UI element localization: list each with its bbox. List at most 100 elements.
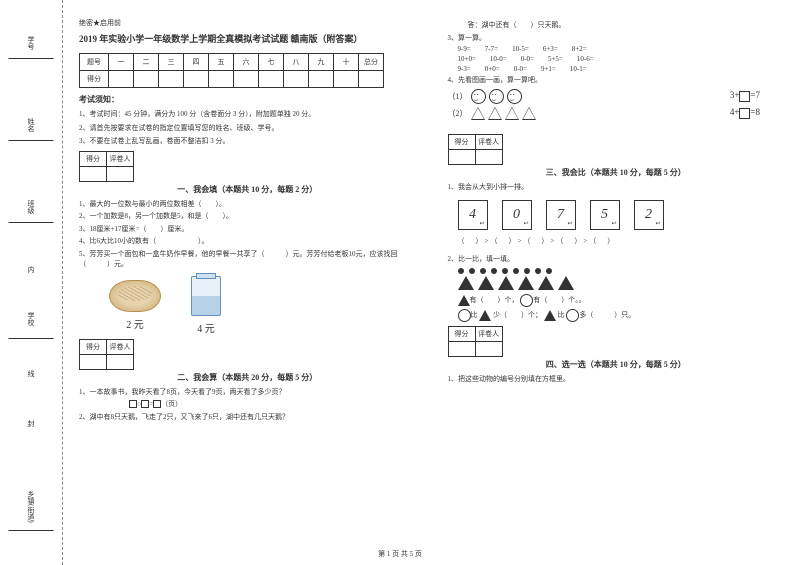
q1-5: 5、芳芳买一个面包和一盒牛奶作早餐，他的早餐一共享了（ ）元。芳芳付给老板10元… (79, 249, 416, 270)
q1-2: 2、一个加数是8，另一个加数是5，和是（ ）。 (79, 211, 416, 222)
grader-cell: 得分 (448, 134, 475, 149)
score-table: 题号 一 二 三 四 五 六 七 八 九 十 总分 得分 (79, 53, 384, 88)
grader-table: 得分评卷人 (79, 151, 134, 182)
arith-row: 9-3= 0+0= 0-0= 9+1= 10-1= (448, 65, 785, 73)
score-cell: 七 (259, 54, 284, 71)
num-box: 4↩ (458, 200, 488, 230)
secret-label: 绝密★启用前 (79, 18, 416, 28)
arith-row: 9-9= 7-7= 10-5= 6+3= 8+2= (448, 45, 785, 53)
circle-icon (520, 294, 533, 307)
grader-cell: 评卷人 (107, 151, 134, 166)
triangle-icon (522, 107, 536, 120)
num-box-row: 4↩ 0↩ 7↩ 5↩ 2↩ (458, 200, 785, 230)
binding-label-id: 学号 (26, 36, 36, 50)
smiley-icon (489, 89, 504, 104)
grader-table: 得分评卷人 (448, 326, 503, 357)
smiley-icon (507, 89, 522, 104)
binding-label-school: 学校 (26, 312, 36, 326)
triangle-icon (471, 107, 485, 120)
grader-cell: 评卷人 (475, 326, 502, 341)
q1-3: 3、18厘米+17厘米=（ ）厘米。 (79, 224, 416, 235)
grader-cell: 得分 (80, 151, 107, 166)
num-box: 2↩ (634, 200, 664, 230)
smiley-icon (471, 89, 486, 104)
section4-title: 四、选一选（本题共 10 分，每题 5 分） (448, 359, 785, 370)
exam-title: 2019 年实验小学一年级数学上学期全真模拟考试试题 赣南版（附答案） (79, 32, 416, 45)
eq2-right: 4+=8 (730, 107, 760, 118)
triangle-icon (544, 310, 556, 321)
q2-3: 3、算一算。 (448, 33, 785, 44)
arith-row: 10+0= 10-0= 0-0= 5+5= 10-6= (448, 55, 785, 63)
score-cell: 九 (309, 54, 334, 71)
answer-line: 答：湖中还有（ ）只天鹅。 (448, 20, 785, 31)
triangle-icon (479, 310, 491, 321)
grader-table: 得分评卷人 (79, 339, 134, 370)
score-cell: 三 (159, 54, 184, 71)
q2-4: 4、先看图画一画，算一算吧。 (448, 75, 785, 86)
page-footer: 第 1 页 共 5 页 (378, 549, 422, 559)
grader-cell: 评卷人 (475, 134, 502, 149)
food-row: 2 元 4 元 (109, 276, 416, 335)
grader-cell: 得分 (80, 339, 107, 354)
binding-label-name: 姓名 (26, 118, 36, 132)
score-value-row: 得分 (80, 71, 384, 88)
notice-title: 考试须知： (79, 94, 416, 105)
notice-item: 1、考试时间：45 分钟，满分为 100 分（含卷面分 3 分），附加题单独 2… (79, 109, 416, 120)
binding-line (9, 530, 54, 531)
binding-char: 内 (26, 266, 36, 273)
notice-item: 3、不要在试卷上乱写乱画，卷面不整洁扣 3 分。 (79, 136, 416, 147)
bread-price: 2 元 (109, 316, 161, 331)
binding-line (9, 222, 54, 223)
q3-2: 2、比一比，填一填。 (448, 254, 785, 265)
score-cell: 题号 (80, 54, 109, 71)
score-cell (109, 71, 134, 88)
section2-title: 二、我会算（本题共 20 分，每题 5 分） (79, 372, 416, 383)
q2-2: 2、湖中有8只天鹅，飞走了2只，又飞来了6只，湖中还有几只天鹅？ (79, 412, 416, 423)
q1-1: 1、最大的一位数与最小的两位数相差（ ）。 (79, 199, 416, 210)
exam-page: 学号 姓名 班级 内 学校 线 封 乡镇(街道) 绝密★启用前 2019 年实验… (0, 0, 800, 565)
notice-item: 2、请首先按要求在试卷的指定位置填写您的姓名、班级、学号。 (79, 123, 416, 134)
circle-icon (458, 309, 471, 322)
q2-1: 1、一本故事书，我昨天看了8页，今天看了9页，两天看了多少页？ (79, 387, 416, 398)
circle-icon (566, 309, 579, 322)
binding-label-town: 乡镇(街道) (26, 490, 36, 523)
bread-icon (109, 280, 161, 312)
grader-table: 得分评卷人 (448, 134, 503, 165)
binding-char: 线 (26, 370, 36, 377)
box-row (129, 400, 137, 408)
score-cell: 十 (334, 54, 359, 71)
binding-line (9, 58, 54, 59)
eq1-right: 3+=7 (730, 90, 760, 101)
q4-1: 1、把这些动物的编号分别填在方框里。 (448, 374, 785, 385)
compare-line: （ ）>（ ）>（ ）>（ ）>（ ） (458, 236, 785, 246)
binding-line (9, 338, 54, 339)
right-column: 答：湖中还有（ ）只天鹅。 3、算一算。 9-9= 7-7= 10-5= 6+3… (432, 0, 800, 565)
triangle-icon (458, 276, 474, 290)
triangle-icon (458, 295, 470, 306)
milk-icon (191, 276, 221, 316)
shape-count-line: 有（ ）个， 有（ ）个。。 (448, 294, 785, 307)
triangle-icon (505, 107, 519, 120)
left-column: 绝密★启用前 2019 年实验小学一年级数学上学期全真模拟考试试题 赣南版（附答… (63, 0, 432, 565)
triangle-icon (488, 107, 502, 120)
score-cell: 得分 (80, 71, 109, 88)
binding-line (9, 140, 54, 141)
score-cell: 总分 (359, 54, 384, 71)
bread-item: 2 元 (109, 280, 161, 331)
score-header-row: 题号 一 二 三 四 五 六 七 八 九 十 总分 (80, 54, 384, 71)
section1-title: 一、我会填（本题共 10 分，每题 2 分） (79, 184, 416, 195)
eq2-label: （2） (448, 108, 468, 119)
num-box: 5↩ (590, 200, 620, 230)
score-cell: 一 (109, 54, 134, 71)
binding-char: 封 (26, 420, 36, 427)
eq1-label: （1） (448, 91, 468, 102)
shape-compare-line: 比 少（ ）个； 比 多（ ）只。 (448, 309, 785, 322)
dot-icon (458, 268, 464, 274)
score-cell: 四 (184, 54, 209, 71)
binding-margin: 学号 姓名 班级 内 学校 线 封 乡镇(街道) (0, 0, 63, 565)
q2-1eq: ○=（页） (79, 399, 416, 410)
num-box: 7↩ (546, 200, 576, 230)
triangle-row (458, 276, 785, 290)
triangle-row: （2） 4+=8 (448, 107, 785, 120)
grader-cell: 得分 (448, 326, 475, 341)
